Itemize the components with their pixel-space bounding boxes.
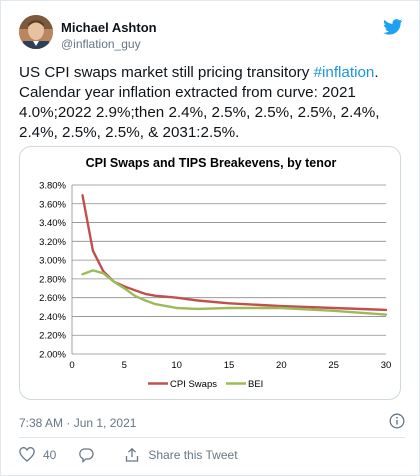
reply-icon (79, 448, 94, 463)
author-handle[interactable]: @inflation_guy (61, 37, 141, 51)
like-button[interactable]: 40 (19, 447, 56, 463)
chart-svg: CPI Swaps and TIPS Breakevens, by tenor … (39, 156, 391, 390)
footer-divider (19, 437, 405, 438)
x-tick-label: 0 (69, 360, 74, 371)
hashtag-link[interactable]: #inflation (313, 64, 375, 81)
share-button[interactable]: Share this Tweet (124, 447, 238, 463)
x-tick-label: 5 (122, 360, 127, 371)
legend: CPI Swaps BEI (148, 379, 263, 390)
twitter-bird-icon[interactable] (383, 19, 403, 35)
tweet-text: US CPI swaps market still pricing transi… (19, 63, 411, 143)
chart-image[interactable]: CPI Swaps and TIPS Breakevens, by tenor … (19, 146, 401, 400)
tweet-text-start: US CPI swaps market still pricing transi… (19, 64, 314, 81)
like-count: 40 (43, 448, 57, 462)
share-icon (126, 447, 139, 462)
author-name[interactable]: Michael Ashton (61, 20, 157, 35)
heart-icon (19, 447, 35, 462)
tweet-text-end: . Calendar year inflation extracted from… (19, 64, 380, 141)
legend-label: CPI Swaps (170, 379, 217, 390)
y-tick-label: 3.80% (39, 181, 66, 192)
y-tick-label: 2.40% (39, 312, 66, 323)
grid-layer (71, 184, 386, 355)
line-layer (81, 194, 388, 316)
y-tick-label: 2.80% (39, 274, 66, 285)
y-tick-label: 2.20% (39, 331, 66, 342)
x-tick-label: 15 (224, 360, 235, 371)
series-line-bei (81, 269, 388, 316)
y-tick-label: 3.20% (39, 237, 66, 248)
y-tick-label: 2.60% (39, 293, 66, 304)
y-tick-label: 2.00% (39, 350, 66, 361)
tweet-header: Michael Ashton @inflation_guy (19, 13, 405, 63)
x-tick-label: 30 (381, 360, 392, 371)
series-line-cpi-swaps (81, 194, 388, 312)
action-bar: 40 Share this Tweet (19, 445, 260, 465)
reply-button[interactable] (78, 447, 102, 463)
y-tick-label: 3.00% (39, 256, 66, 267)
info-icon[interactable] (389, 413, 405, 429)
y-tick-label: 3.40% (39, 218, 66, 229)
x-tick-label: 20 (276, 360, 287, 371)
tick-layer: 2.00% 2.20% 2.40% 2.60% 2.80% 3.00% 3.20% 3.40%… (39, 181, 391, 372)
tweet-timestamp[interactable]: 7:38 AM · Jun 1, 2021 (19, 416, 137, 430)
y-tick-label: 3.60% (39, 199, 66, 210)
chart-title: CPI Swaps and TIPS Breakevens, by tenor (86, 156, 337, 170)
x-tick-label: 25 (328, 360, 339, 371)
legend-label: BEI (248, 379, 263, 390)
avatar[interactable] (19, 15, 53, 49)
x-tick-label: 10 (171, 360, 182, 371)
share-label: Share this Tweet (148, 448, 238, 462)
